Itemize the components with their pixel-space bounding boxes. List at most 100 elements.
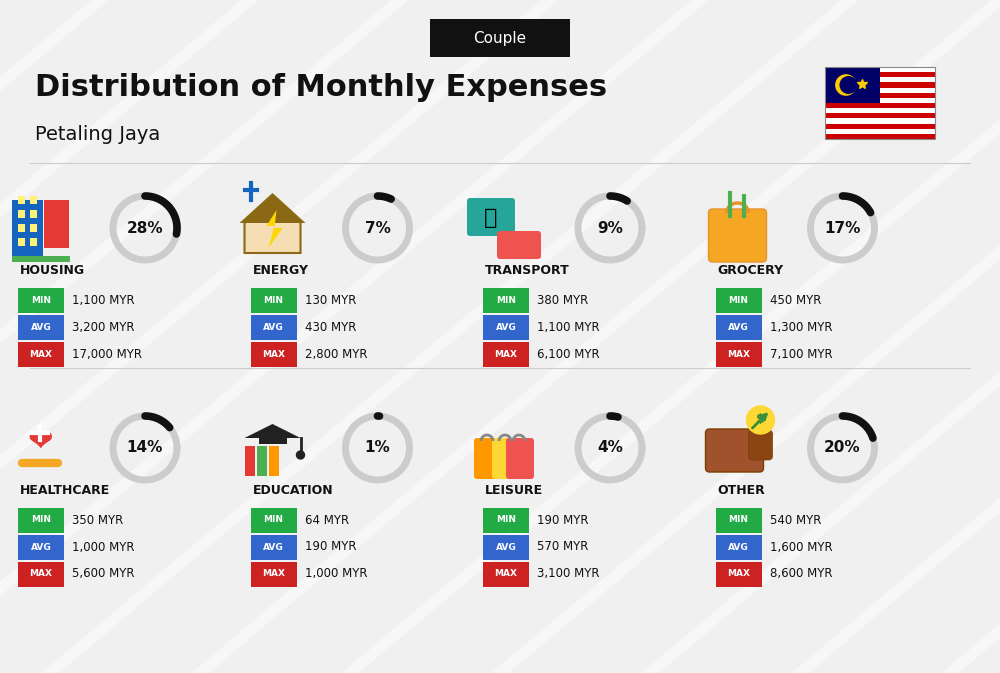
Text: 5,600 MYR: 5,600 MYR: [72, 567, 134, 581]
Text: AVG: AVG: [31, 542, 51, 551]
Text: MIN: MIN: [264, 295, 284, 304]
FancyBboxPatch shape: [825, 134, 935, 139]
FancyBboxPatch shape: [483, 287, 529, 312]
FancyBboxPatch shape: [30, 224, 37, 232]
Text: 540 MYR: 540 MYR: [770, 513, 821, 526]
Text: 14%: 14%: [127, 441, 163, 456]
FancyBboxPatch shape: [30, 210, 37, 218]
FancyBboxPatch shape: [251, 561, 297, 586]
Text: 6,100 MYR: 6,100 MYR: [537, 347, 600, 361]
Text: 1,600 MYR: 1,600 MYR: [770, 540, 832, 553]
FancyBboxPatch shape: [825, 67, 880, 103]
Text: 1,100 MYR: 1,100 MYR: [537, 320, 600, 334]
FancyBboxPatch shape: [716, 507, 762, 532]
FancyBboxPatch shape: [18, 314, 64, 339]
FancyBboxPatch shape: [245, 446, 255, 476]
FancyBboxPatch shape: [716, 287, 762, 312]
Circle shape: [746, 406, 775, 434]
FancyBboxPatch shape: [497, 231, 541, 259]
FancyBboxPatch shape: [12, 200, 43, 256]
FancyBboxPatch shape: [709, 209, 767, 262]
FancyBboxPatch shape: [18, 287, 64, 312]
Text: LEISURE: LEISURE: [485, 483, 543, 497]
Text: MAX: MAX: [30, 349, 52, 359]
Text: 190 MYR: 190 MYR: [537, 513, 589, 526]
Text: 28%: 28%: [127, 221, 163, 236]
Text: MIN: MIN: [31, 516, 51, 524]
Text: 2,800 MYR: 2,800 MYR: [305, 347, 367, 361]
Text: 130 MYR: 130 MYR: [305, 293, 356, 306]
Text: 4%: 4%: [597, 441, 623, 456]
Text: AVG: AVG: [496, 322, 516, 332]
FancyBboxPatch shape: [18, 561, 64, 586]
FancyBboxPatch shape: [825, 129, 935, 134]
FancyBboxPatch shape: [483, 561, 529, 586]
FancyBboxPatch shape: [18, 196, 25, 204]
FancyBboxPatch shape: [825, 98, 935, 103]
Text: MAX: MAX: [262, 349, 285, 359]
Text: 1,000 MYR: 1,000 MYR: [72, 540, 134, 553]
Text: 380 MYR: 380 MYR: [537, 293, 588, 306]
Text: MIN: MIN: [496, 516, 516, 524]
FancyBboxPatch shape: [506, 438, 534, 479]
FancyBboxPatch shape: [492, 438, 520, 479]
Text: MAX: MAX: [727, 349, 750, 359]
FancyBboxPatch shape: [483, 341, 529, 367]
FancyBboxPatch shape: [467, 198, 515, 236]
Text: Petaling Jaya: Petaling Jaya: [35, 125, 160, 145]
FancyBboxPatch shape: [716, 534, 762, 559]
Text: 1,100 MYR: 1,100 MYR: [72, 293, 135, 306]
FancyBboxPatch shape: [257, 446, 267, 476]
FancyBboxPatch shape: [12, 256, 70, 262]
Circle shape: [836, 75, 856, 95]
Text: HEALTHCARE: HEALTHCARE: [20, 483, 110, 497]
FancyBboxPatch shape: [749, 430, 773, 460]
FancyBboxPatch shape: [251, 507, 297, 532]
FancyBboxPatch shape: [716, 561, 762, 586]
FancyBboxPatch shape: [825, 103, 935, 108]
Text: 17%: 17%: [824, 221, 861, 236]
FancyBboxPatch shape: [251, 287, 297, 312]
Text: 430 MYR: 430 MYR: [305, 320, 356, 334]
Text: OTHER: OTHER: [718, 483, 765, 497]
Text: 8,600 MYR: 8,600 MYR: [770, 567, 832, 581]
FancyBboxPatch shape: [825, 113, 935, 118]
Text: 🚌: 🚌: [484, 208, 498, 228]
Text: EDUCATION: EDUCATION: [253, 483, 333, 497]
Text: 1,300 MYR: 1,300 MYR: [770, 320, 832, 334]
FancyBboxPatch shape: [825, 77, 935, 82]
Text: AVG: AVG: [263, 542, 284, 551]
Text: AVG: AVG: [263, 322, 284, 332]
Polygon shape: [245, 424, 300, 438]
Text: $: $: [756, 413, 765, 427]
Text: 3,100 MYR: 3,100 MYR: [537, 567, 600, 581]
FancyBboxPatch shape: [44, 200, 69, 248]
Polygon shape: [266, 210, 283, 248]
FancyBboxPatch shape: [18, 210, 25, 218]
FancyBboxPatch shape: [18, 534, 64, 559]
Text: MIN: MIN: [264, 516, 284, 524]
Text: AVG: AVG: [728, 542, 749, 551]
FancyBboxPatch shape: [30, 238, 37, 246]
FancyBboxPatch shape: [825, 108, 935, 113]
FancyBboxPatch shape: [430, 19, 570, 57]
FancyBboxPatch shape: [18, 507, 64, 532]
Text: ENERGY: ENERGY: [253, 264, 308, 277]
Text: MAX: MAX: [727, 569, 750, 579]
Text: 350 MYR: 350 MYR: [72, 513, 123, 526]
Text: 7%: 7%: [365, 221, 390, 236]
FancyBboxPatch shape: [474, 438, 502, 479]
Text: Distribution of Monthly Expenses: Distribution of Monthly Expenses: [35, 73, 607, 102]
Circle shape: [840, 77, 857, 94]
Text: TRANSPORT: TRANSPORT: [485, 264, 570, 277]
FancyBboxPatch shape: [706, 429, 764, 472]
Text: 9%: 9%: [597, 221, 623, 236]
FancyBboxPatch shape: [825, 87, 935, 93]
FancyBboxPatch shape: [18, 238, 25, 246]
FancyBboxPatch shape: [483, 507, 529, 532]
Text: MAX: MAX: [495, 349, 518, 359]
Text: ❤: ❤: [27, 429, 53, 458]
FancyBboxPatch shape: [251, 314, 297, 339]
Text: 7,100 MYR: 7,100 MYR: [770, 347, 832, 361]
Polygon shape: [240, 193, 306, 223]
